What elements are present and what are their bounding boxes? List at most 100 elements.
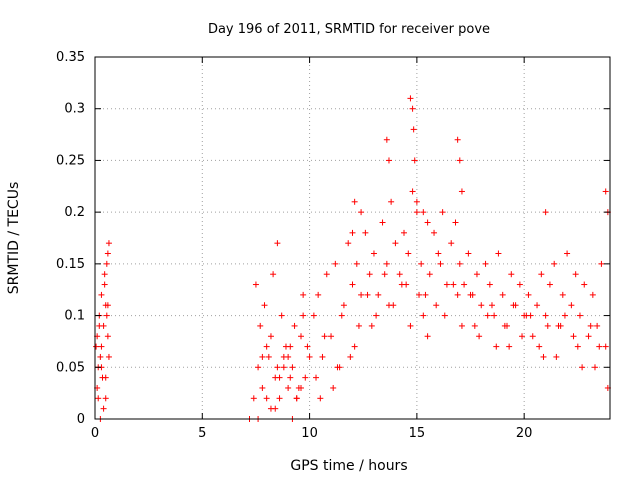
data-point: [574, 343, 581, 350]
data-point: [96, 322, 103, 329]
data-point: [454, 291, 461, 298]
data-point: [351, 343, 358, 350]
data-point: [525, 291, 532, 298]
data-point: [495, 250, 502, 257]
data-point: [516, 281, 523, 288]
data-point: [587, 322, 594, 329]
data-point: [300, 291, 307, 298]
data-point: [508, 271, 515, 278]
y-tick-label: 0.3: [64, 102, 85, 117]
data-point: [510, 302, 517, 309]
data-point: [257, 322, 264, 329]
data-point: [340, 302, 347, 309]
data-point: [465, 250, 472, 257]
data-point: [330, 384, 337, 391]
data-point: [581, 281, 588, 288]
data-point: [302, 374, 309, 381]
data-point: [458, 322, 465, 329]
y-tick-label: 0.25: [56, 153, 85, 168]
data-point: [280, 364, 287, 371]
data-point: [424, 333, 431, 340]
data-point: [375, 291, 382, 298]
data-point: [407, 95, 414, 102]
data-point: [366, 271, 373, 278]
data-point: [396, 271, 403, 278]
data-point: [579, 364, 586, 371]
data-point: [456, 260, 463, 267]
data-point: [501, 322, 508, 329]
data-point: [383, 136, 390, 143]
axis-ticks: 0 5 10 15 20 0 0.05 0.1 0.15 0.2 0.25 0.3 0.35: [56, 50, 610, 441]
data-point: [591, 364, 598, 371]
data-point: [542, 312, 549, 319]
data-point: [285, 384, 292, 391]
data-point: [431, 229, 438, 236]
data-point: [368, 322, 375, 329]
data-point: [540, 353, 547, 360]
data-point: [300, 312, 307, 319]
data-point: [385, 302, 392, 309]
data-point: [385, 157, 392, 164]
data-point: [536, 343, 543, 350]
data-point: [422, 291, 429, 298]
data-point: [265, 353, 272, 360]
data-point: [102, 395, 109, 402]
data-point: [105, 240, 112, 247]
data-point: [568, 302, 575, 309]
data-point: [338, 312, 345, 319]
data-point: [452, 219, 459, 226]
data-point: [467, 291, 474, 298]
data-point: [413, 209, 420, 216]
data-point: [458, 188, 465, 195]
data-point: [602, 343, 609, 350]
data-point: [456, 157, 463, 164]
data-point: [355, 322, 362, 329]
data-point: [351, 198, 358, 205]
data-point: [383, 260, 390, 267]
data-point: [420, 312, 427, 319]
data-point: [103, 312, 110, 319]
data-point: [538, 271, 545, 278]
plot-frame: [94, 56, 611, 420]
data-point: [285, 353, 292, 360]
data-point: [546, 281, 553, 288]
y-tick-label: 0: [77, 412, 85, 427]
data-point: [287, 343, 294, 350]
data-point: [576, 312, 583, 319]
y-tick-label: 0.2: [64, 205, 85, 220]
data-point: [317, 395, 324, 402]
data-point: [293, 395, 300, 402]
data-point: [102, 302, 109, 309]
data-point: [101, 281, 108, 288]
data-point: [332, 260, 339, 267]
data-point: [349, 229, 356, 236]
data-point: [104, 333, 111, 340]
data-point: [102, 374, 109, 381]
data-point: [104, 250, 111, 257]
data-point: [349, 281, 356, 288]
x-axis-label: GPS time / hours: [290, 458, 407, 474]
data-point: [598, 260, 605, 267]
data-point: [482, 260, 489, 267]
data-point: [270, 271, 277, 278]
data-point: [439, 209, 446, 216]
data-point: [98, 291, 105, 298]
data-point: [559, 291, 566, 298]
data-point: [486, 281, 493, 288]
data-point: [267, 333, 274, 340]
data-point: [596, 343, 603, 350]
data-point: [416, 291, 423, 298]
data-point: [97, 353, 104, 360]
data-point: [93, 343, 100, 350]
data-point: [310, 312, 317, 319]
x-tick-label: 0: [91, 426, 99, 441]
data-point: [105, 353, 112, 360]
data-point: [551, 260, 558, 267]
data-point: [353, 260, 360, 267]
data-point: [259, 353, 266, 360]
data-point: [401, 229, 407, 236]
data-point: [478, 302, 485, 309]
data-point: [484, 312, 491, 319]
data-point: [420, 209, 427, 216]
data-point: [101, 271, 108, 278]
